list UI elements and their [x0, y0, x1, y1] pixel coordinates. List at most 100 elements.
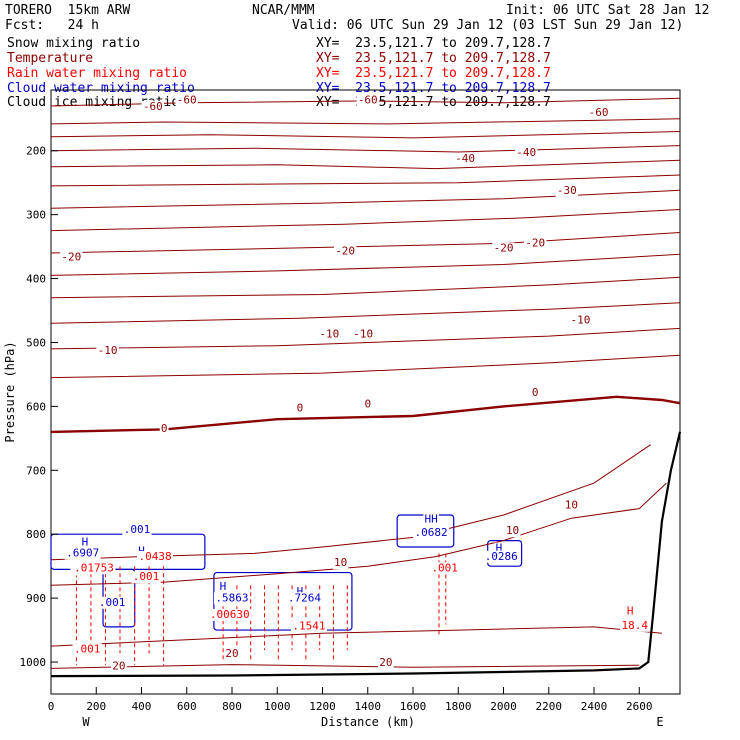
terrain-line [50, 431, 682, 678]
isotherm-10 [50, 276, 681, 299]
field-label-snow: Snow mixing ratio [7, 36, 141, 51]
cloud-water-label-bg [423, 513, 439, 526]
x-tick-label: 2000 [490, 700, 517, 713]
rain-water-contour-0 [75, 566, 165, 666]
isotherm-3 [50, 145, 681, 153]
isotherm-15 [50, 444, 651, 561]
cloud-water-label-bg [483, 550, 520, 563]
temperature-contour-label: -40 [516, 146, 536, 159]
temperature-contour-label: -20 [335, 244, 355, 257]
rain-water-label-bg [131, 571, 161, 584]
rain-water-label: .001 [133, 570, 160, 583]
rain-water-label: 18.4 [621, 619, 648, 632]
cloud-water-label: .5863 [215, 591, 248, 604]
temperature-contour-label-bg [175, 94, 198, 107]
temperature-contour-label-bg [563, 499, 580, 512]
temperature-contour-label-bg [523, 237, 547, 250]
y-tick-label: 800 [26, 528, 46, 541]
y-tick-label: 300 [26, 209, 46, 222]
temperature-contour-label: 0 [532, 386, 539, 399]
temperature-contour-label: -60 [358, 93, 378, 106]
temperature-contour-label: -10 [98, 344, 118, 357]
cloud-water-label: .001 [99, 596, 126, 609]
isotherm-4 [50, 159, 681, 170]
temperature-contour-label: -60 [589, 106, 609, 119]
field-label-rain: Rain water mixing ratio [7, 66, 188, 81]
field-xy-temperature: XY= 23.5,121.7 to 209.7,128.7 [316, 51, 551, 66]
temperature-contour-label: 20 [379, 656, 392, 669]
x-tick-label: 1000 [264, 700, 291, 713]
temperature-contour-label-bg [96, 344, 119, 357]
isotherm-13 [50, 354, 681, 379]
temperature-contour-label: 10 [506, 524, 519, 537]
temperature-contour-label-bg [60, 251, 83, 264]
y-tick-label: 400 [26, 273, 46, 286]
temperature-contour-label-bg [159, 422, 169, 435]
x-tick-label: 0 [48, 700, 55, 713]
plot-frame [50, 89, 681, 695]
temperature-contour-label: -30 [557, 184, 577, 197]
isotherm-8 [50, 232, 681, 254]
temperature-contour-label: -10 [571, 313, 591, 326]
rain-water-label-bg [72, 562, 116, 575]
y-axis-label: Pressure (hPa) [3, 341, 17, 442]
temperature-contour-label-bg [453, 153, 477, 166]
isotherm-1 [50, 118, 681, 125]
temperature-contour-label: -20 [525, 237, 545, 250]
rain-water-label: .01753 [74, 561, 114, 574]
cloud-water-label-bg [64, 547, 101, 560]
valid-time: Valid: 06 UTC Sun 29 Jan 12 (03 LST Sun … [292, 18, 684, 33]
field-xy-snow: XY= 23.5,121.7 to 209.7,128.7 [316, 36, 551, 51]
temperature-contour-label-bg [378, 656, 394, 669]
isotherm-2 [50, 131, 681, 139]
isotherm-6 [50, 189, 681, 209]
temperature-contour-label-bg [333, 245, 357, 258]
x-tick-label: 1600 [400, 700, 427, 713]
rain-water-contour-2 [438, 553, 447, 637]
field-label-temperature: Temperature [7, 51, 94, 66]
temperature-contour-label-bg [141, 100, 165, 113]
cloud-water-label-bg [413, 527, 450, 540]
cloud-water-label-bg [97, 596, 127, 609]
x-axis-label: Distance (km) [321, 715, 415, 729]
rain-water-label-bg [430, 562, 460, 575]
field-xy-cloud-water: XY= 23.5,121.7 to 209.7,128.7 [316, 81, 551, 96]
isotherm-7 [50, 209, 681, 232]
cloud-water-label: H [220, 580, 227, 593]
temperature-contour-label-bg [352, 328, 375, 341]
temperature-contour-label-bg [111, 660, 127, 673]
cloud-water-contour-2 [213, 571, 353, 631]
model-title: TORERO 15km ARW [5, 3, 131, 18]
cloud-water-label: H [496, 541, 503, 554]
x-tick-label: 400 [132, 700, 152, 713]
x-tick-label: 600 [177, 700, 197, 713]
isotherm-14 [50, 395, 681, 434]
cloud-water-label: .001 [124, 523, 151, 536]
x-tick-label: 1400 [355, 700, 382, 713]
west-endpoint-label: W [82, 715, 90, 729]
cloud-water-label: .0682 [415, 526, 448, 539]
temperature-contour-label: -60 [177, 93, 197, 106]
temperature-contour-label-bg [332, 557, 349, 570]
cloud-water-label-bg [286, 592, 323, 605]
rain-water-label: .1541 [292, 619, 325, 632]
rain-water-label: .0438 [139, 550, 172, 563]
temperature-contour-label: -10 [319, 327, 339, 340]
cloud-water-label: H [297, 585, 304, 598]
rain-water-label-bg [72, 643, 102, 656]
cloud-water-label: .7264 [288, 591, 321, 604]
y-tick-label: 900 [26, 592, 46, 605]
cloud-water-label-bg [122, 523, 152, 536]
temperature-contour-label: 20 [225, 647, 238, 660]
temperature-contour-label: -10 [353, 327, 373, 340]
y-tick-label: 700 [26, 464, 46, 477]
isotherm-9 [50, 253, 681, 276]
cloud-water-label-bg [295, 585, 305, 598]
rain-water-label: .00630 [210, 608, 250, 621]
temperature-contour-label: -60 [143, 100, 163, 113]
y-tick-label: 500 [26, 336, 46, 349]
temperature-layer [50, 97, 681, 669]
cloud-water-label: .6907 [66, 547, 99, 560]
contour-labels-layer: -60 -60 -60 -60 -40 -40 -30 -20 -20 -20 -20 -10 -10 -… [60, 93, 650, 673]
